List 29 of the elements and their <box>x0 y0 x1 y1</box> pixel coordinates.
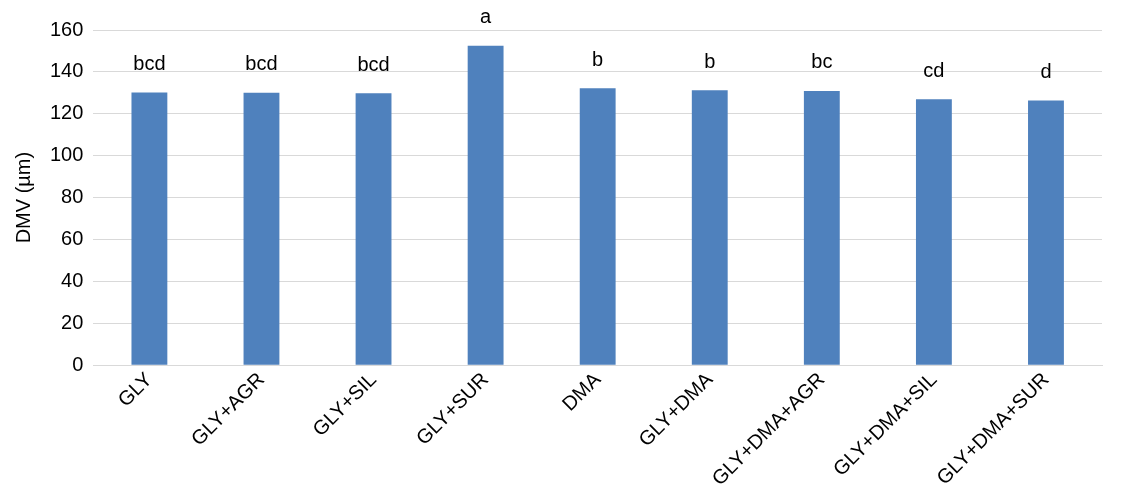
y-axis-title: DMV (µm) <box>11 151 34 244</box>
bar <box>243 92 280 365</box>
annotation: a <box>480 5 493 28</box>
x-tick-label: GLY <box>113 367 157 411</box>
y-tick-label: 160 <box>49 17 84 40</box>
y-tick-label: 0 <box>72 352 84 375</box>
y-tick-label: 100 <box>49 143 84 166</box>
annotation: bcd <box>357 52 390 75</box>
bar <box>131 92 168 365</box>
y-tick-label: 140 <box>49 59 84 82</box>
y-tick-label: 40 <box>61 268 84 291</box>
bar <box>915 99 952 365</box>
bar <box>803 90 840 365</box>
annotation: cd <box>923 58 945 81</box>
bar <box>355 93 392 365</box>
y-tick-label: 80 <box>61 185 84 208</box>
annotation: b <box>704 49 716 72</box>
annotation: bcd <box>245 52 278 75</box>
bar <box>691 90 728 365</box>
bar <box>1028 100 1064 365</box>
bar <box>467 45 504 365</box>
y-tick-label: 20 <box>61 310 84 333</box>
annotation: d <box>1040 59 1052 82</box>
annotation: bcd <box>133 51 166 74</box>
y-tick-label: 60 <box>61 227 84 250</box>
annotation: bc <box>811 50 833 73</box>
annotation: b <box>592 47 604 70</box>
y-tick-label: 120 <box>49 101 84 124</box>
bar <box>579 88 616 365</box>
